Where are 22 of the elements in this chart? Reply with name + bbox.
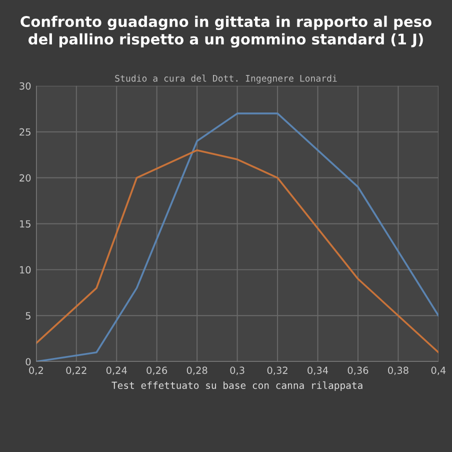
x-tick-label: 0,34 (308, 366, 328, 375)
x-axis-title: Test effettuato su base con canna rilappata (112, 381, 362, 391)
y-tick-label: 25 (20, 128, 30, 136)
y-tick-label: 15 (20, 220, 30, 228)
x-tick-label: 0,24 (106, 366, 127, 375)
y-tick-label: 0 (26, 358, 31, 366)
y-tick-label: 10 (20, 266, 31, 274)
x-tick-label: 0,22 (66, 366, 86, 375)
x-tick-label: 0,4 (431, 366, 446, 375)
x-tick-label: 0,38 (388, 366, 408, 375)
y-tick-label: 5 (26, 312, 30, 320)
x-tick-label: 0,26 (146, 366, 168, 375)
x-tick-label: 0,28 (186, 366, 208, 375)
y-tick-label: 20 (20, 174, 31, 182)
chart-subtitle: Studio a cura del Dott. Ingegnere Lonardi (115, 74, 337, 84)
y-tick-label: 30 (20, 82, 31, 90)
chart-title: Confronto guadagno in gittata in rapporto al peso del pallino rispetto a un gommino standard (1 J) (20, 16, 432, 48)
x-tick-label: 0,32 (267, 366, 288, 375)
x-tick-label: 0,2 (29, 366, 43, 375)
x-tick-label: 0,36 (348, 366, 368, 375)
x-tick-label: 0,3 (230, 366, 244, 375)
line-series (36, 149, 438, 354)
